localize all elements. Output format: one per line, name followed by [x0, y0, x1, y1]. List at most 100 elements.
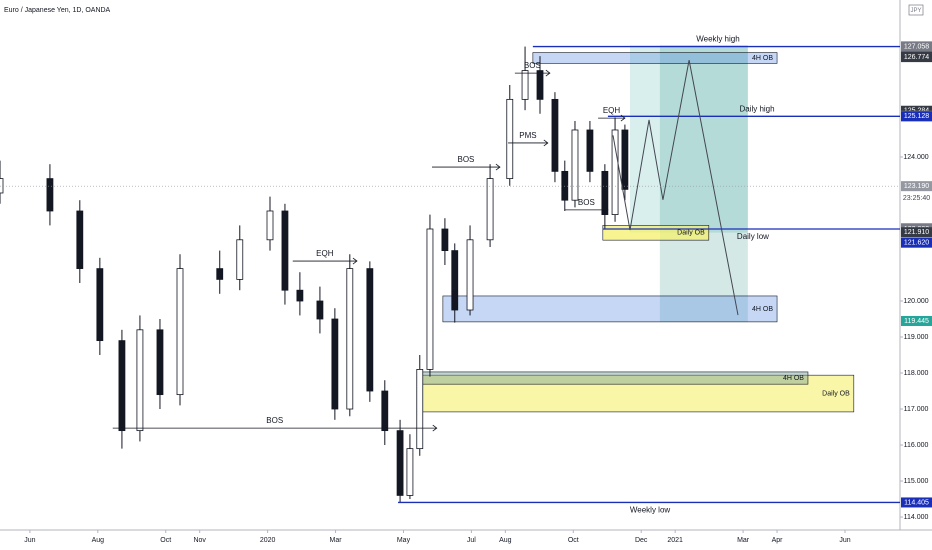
x-tick-label: Aug: [92, 537, 105, 544]
candle-body: [466, 239, 474, 311]
y-tick-label: 120.000: [903, 298, 928, 305]
candle-body: [396, 430, 404, 496]
candle-body: [601, 170, 609, 215]
price-badge: [901, 181, 932, 192]
candle-body: [586, 129, 594, 172]
key-level-label: Daily low: [737, 232, 769, 241]
candle-body: [156, 329, 164, 396]
price-badge: [901, 227, 932, 238]
structure-label: EQH: [603, 106, 621, 115]
structure-label: BOS: [458, 155, 475, 164]
countdown: 23:25:40: [903, 195, 930, 202]
x-tick-label: Aug: [499, 537, 512, 544]
x-tick-label: Nov: [193, 537, 206, 544]
candle-body: [416, 369, 424, 450]
key-level-label: Daily high: [739, 104, 774, 113]
x-tick-label: Apr: [772, 537, 784, 544]
y-tick-label: 118.000: [904, 370, 929, 377]
candle-body: [266, 210, 274, 241]
projection-area: [630, 45, 748, 233]
y-tick-label: 116.000: [904, 442, 929, 449]
structure-label: BOS: [578, 198, 595, 207]
candle-body: [176, 268, 184, 396]
structure-label: PMS: [519, 131, 536, 140]
price-badge: [901, 41, 932, 52]
candle-body: [76, 210, 84, 270]
structure-arrow: [603, 206, 609, 214]
x-tick-label: Mar: [330, 537, 343, 544]
price-badge-label: 126.774: [904, 54, 929, 61]
order-block: [442, 295, 778, 323]
price-badge-label: 125.128: [904, 113, 929, 120]
order-block-label: Daily OB: [822, 390, 850, 397]
x-tick-label: Dec: [635, 537, 648, 544]
candle-body: [451, 250, 459, 311]
structure-arrow: [545, 69, 551, 77]
price-badge-label: 121.620: [904, 240, 929, 247]
order-block-label: 4H OB: [783, 375, 804, 382]
order-block: [419, 371, 809, 385]
projection-area: [659, 45, 748, 322]
structure-label: BOS: [524, 61, 541, 70]
x-tick-label: 2021: [667, 537, 683, 544]
price-badge-label: 123.190: [904, 183, 929, 190]
candle-body: [366, 268, 374, 392]
y-tick-label: 119.000: [904, 334, 929, 341]
x-tick-label: Mar: [737, 537, 750, 544]
candle-body: [118, 340, 126, 432]
candle-body: [346, 268, 354, 410]
candle-body: [281, 210, 289, 291]
candle-body: [236, 239, 244, 280]
candle-body: [381, 390, 389, 432]
candle-body: [136, 329, 144, 432]
x-tick-label: Oct: [568, 537, 579, 544]
x-tick-label: 2020: [260, 537, 276, 544]
price-badge: [901, 111, 932, 122]
y-tick-label: 114.000: [904, 514, 929, 521]
candle-body: [486, 178, 494, 241]
x-tick-label: Jun: [839, 537, 850, 544]
structure-arrow: [352, 257, 358, 265]
currency-badge-frame[interactable]: [908, 4, 924, 16]
candle-body: [316, 300, 324, 320]
x-tick-label: May: [397, 537, 411, 544]
candle-body: [216, 268, 224, 280]
candle-body: [621, 129, 629, 190]
price-badge: [901, 315, 932, 326]
price-badge-label: 121.910: [904, 229, 929, 236]
projection-path: [612, 60, 739, 316]
structure-label: EQH: [316, 249, 334, 258]
candle-body: [571, 129, 579, 201]
currency-badge[interactable]: JPY: [910, 8, 921, 14]
y-tick-label: 124.000: [903, 154, 928, 161]
x-tick-label: Oct: [160, 537, 171, 544]
candle-body: [611, 129, 619, 215]
candle-body: [426, 228, 434, 370]
structure-arrow: [432, 424, 438, 432]
candle-body: [46, 178, 54, 212]
order-block-label: Daily OB: [677, 230, 705, 237]
candle-body: [506, 98, 514, 179]
price-badge: [901, 497, 932, 508]
order-block: [419, 374, 855, 413]
price-badge: [901, 52, 932, 63]
y-tick-label: 117.000: [904, 406, 929, 413]
order-block-label: 4H OB: [752, 306, 773, 313]
key-level-label: Weekly high: [696, 35, 739, 44]
order-block: [532, 52, 778, 64]
candle-body: [536, 70, 544, 100]
candle-body: [551, 98, 559, 172]
candle-body: [441, 228, 449, 251]
candle-body: [521, 70, 529, 100]
price-badge-label: 119.445: [904, 318, 929, 325]
candle-body: [296, 289, 304, 302]
candle-body: [0, 178, 4, 194]
structure-label: BOS: [266, 416, 283, 425]
x-tick-label: Jun: [24, 537, 35, 544]
y-tick-label: 115.000: [904, 478, 929, 485]
symbol-title: Euro / Japanese Yen, 1D, OANDA: [4, 7, 111, 14]
structure-arrow: [543, 139, 549, 147]
candle-body: [331, 318, 339, 410]
